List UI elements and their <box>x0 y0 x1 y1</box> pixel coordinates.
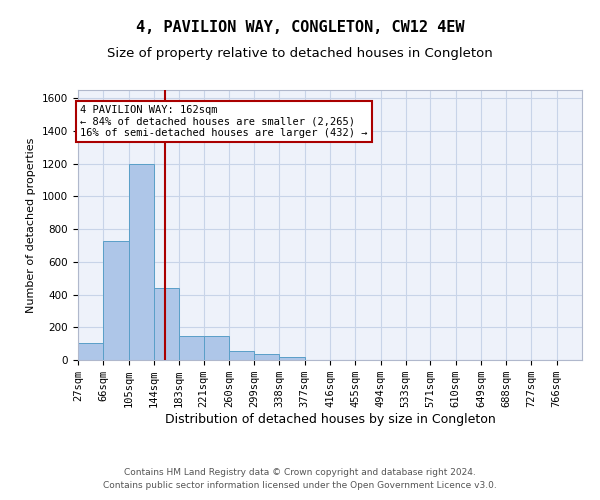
Bar <box>229 351 254 360</box>
Bar <box>203 336 229 360</box>
Text: Size of property relative to detached houses in Congleton: Size of property relative to detached ho… <box>107 48 493 60</box>
X-axis label: Distribution of detached houses by size in Congleton: Distribution of detached houses by size … <box>164 413 496 426</box>
Text: 4, PAVILION WAY, CONGLETON, CW12 4EW: 4, PAVILION WAY, CONGLETON, CW12 4EW <box>136 20 464 35</box>
Bar <box>179 336 203 360</box>
Bar <box>78 343 103 360</box>
Bar <box>103 240 128 360</box>
Text: 4 PAVILION WAY: 162sqm
← 84% of detached houses are smaller (2,265)
16% of semi-: 4 PAVILION WAY: 162sqm ← 84% of detached… <box>80 104 367 138</box>
Bar <box>280 356 305 360</box>
Bar <box>154 288 179 360</box>
Y-axis label: Number of detached properties: Number of detached properties <box>26 138 37 312</box>
Text: Contains HM Land Registry data © Crown copyright and database right 2024.
Contai: Contains HM Land Registry data © Crown c… <box>103 468 497 490</box>
Bar <box>128 164 154 360</box>
Bar <box>254 354 280 360</box>
